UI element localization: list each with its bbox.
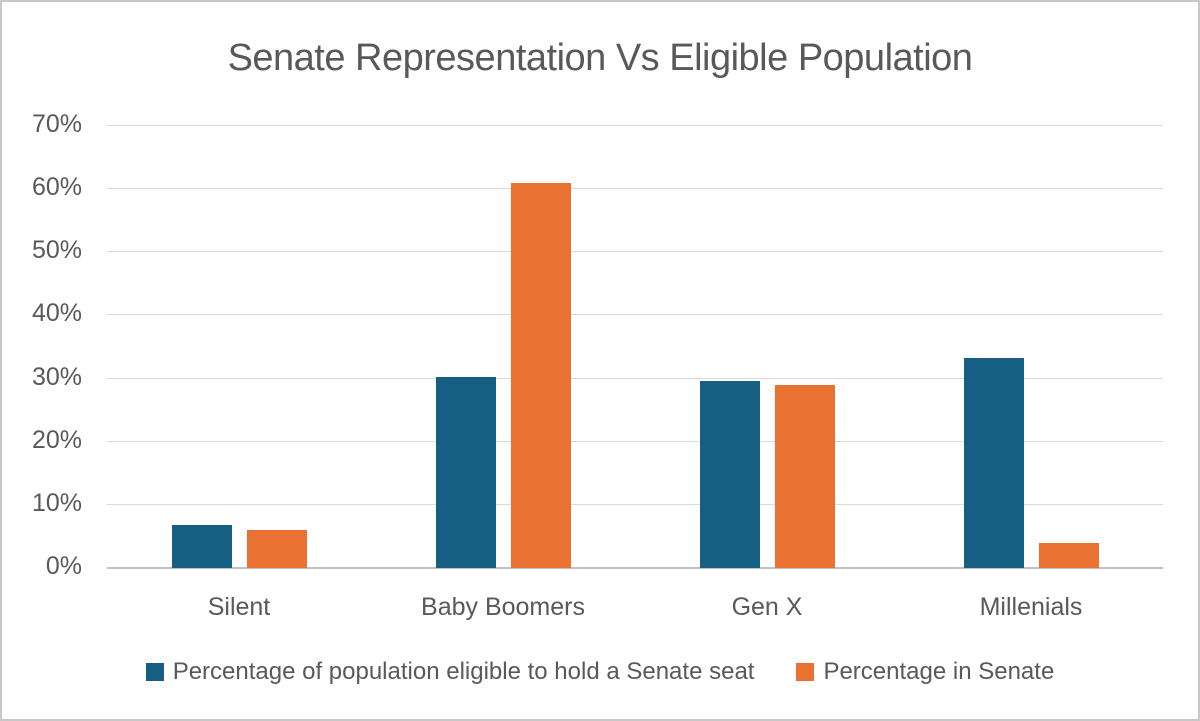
- y-axis-tick-label: 70%: [31, 110, 82, 138]
- bar-series-1: [435, 377, 496, 568]
- legend-item: Percentage of population eligible to hol…: [145, 657, 755, 687]
- legend-swatch-icon: [796, 663, 815, 681]
- category-label: Millenials: [979, 593, 1083, 621]
- gridline: [107, 251, 1163, 253]
- bar-series-1: [699, 381, 760, 568]
- bar-series-2: [510, 182, 571, 568]
- y-axis-tick-label: 0%: [45, 552, 82, 580]
- y-axis-tick-label: 10%: [31, 488, 82, 517]
- bar-series-1: [963, 357, 1024, 568]
- gridline: [107, 188, 1163, 190]
- gridline: [107, 314, 1163, 316]
- category-label: Baby Boomers: [421, 593, 585, 621]
- gridline: [107, 125, 1163, 126]
- gridline: [107, 377, 1163, 379]
- y-axis: 0% 10% 20% 30% 40% 50% 60% 70%: [2, 110, 82, 580]
- y-axis-tick-label: 30%: [31, 362, 82, 391]
- chart-title: Senate Representation Vs Eligible Popula…: [227, 37, 973, 79]
- bar-series-1: [171, 525, 232, 568]
- category-label: Silent: [207, 593, 271, 621]
- legend: Percentage of population eligible to hol…: [2, 657, 1198, 687]
- bar-series-2: [1038, 542, 1099, 568]
- legend-label: Percentage in Senate: [823, 658, 1055, 685]
- gridline: [107, 440, 1163, 442]
- legend-swatch-icon: [145, 663, 164, 681]
- bar-group: [107, 126, 371, 568]
- bar-group: [635, 126, 899, 568]
- legend-item: Percentage in Senate: [796, 657, 1054, 687]
- bar-series-2: [246, 530, 307, 568]
- y-axis-tick-label: 20%: [31, 425, 82, 454]
- bar-group: [899, 126, 1163, 568]
- legend-label: Percentage of population eligible to hol…: [172, 658, 755, 685]
- y-axis-tick-label: 40%: [31, 299, 82, 328]
- gridline: [107, 503, 1163, 505]
- bar-group: [371, 126, 635, 568]
- y-axis-tick-label: 50%: [31, 236, 82, 265]
- y-axis-tick-label: 60%: [31, 173, 82, 202]
- category-label: Gen X: [731, 593, 803, 621]
- plot-area: [107, 125, 1163, 569]
- x-axis-line: [107, 567, 1163, 569]
- bar-series-2: [774, 384, 835, 568]
- x-axis: Silent Baby Boomers Gen X Millenials: [107, 591, 1163, 623]
